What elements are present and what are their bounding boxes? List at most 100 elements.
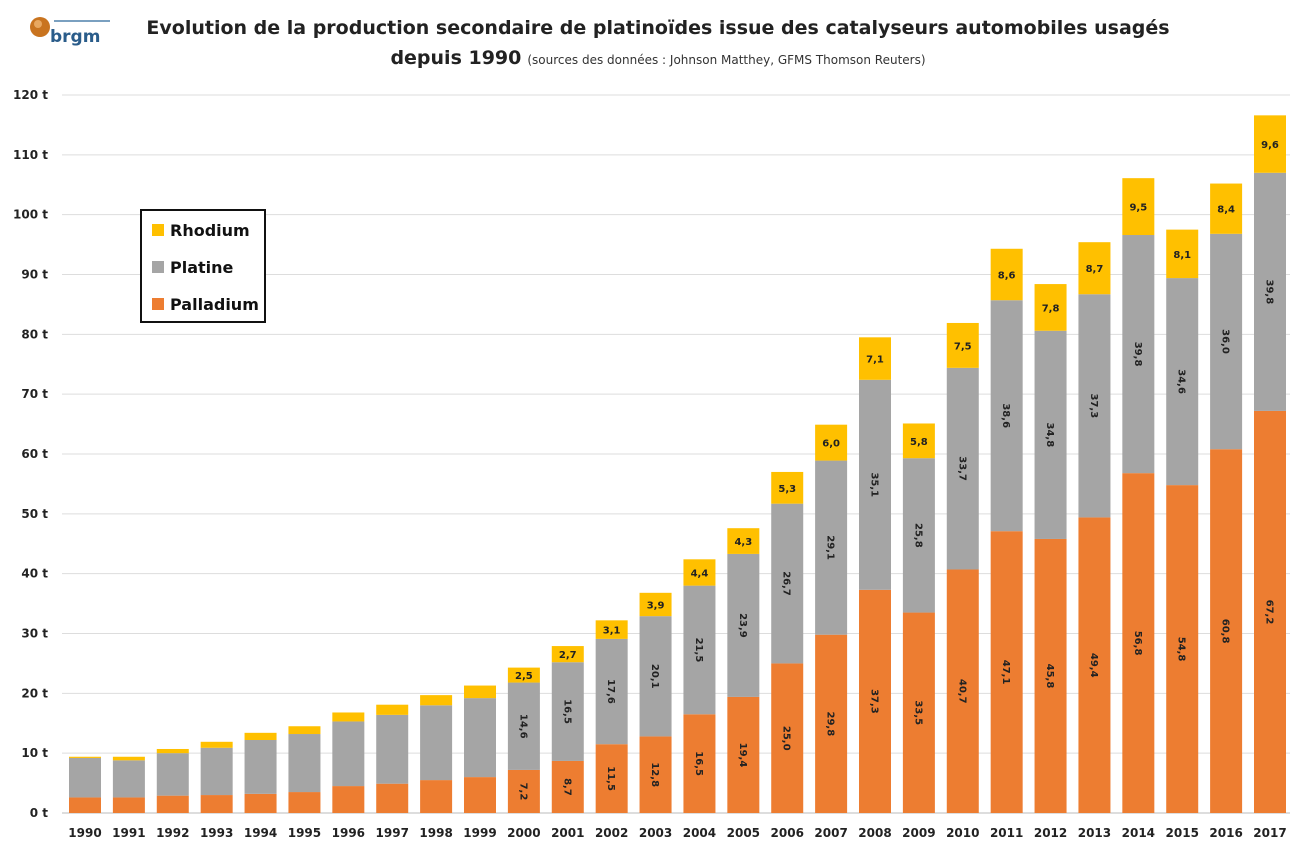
legend-label: Rhodium [170,221,250,240]
bar-palladium-2015 [1166,485,1199,813]
bar-rhodium-2010 [946,322,979,368]
bar-palladium-1996 [332,786,365,813]
data-label: 8,7 [1086,264,1104,275]
bar-platine-1994 [244,740,277,794]
bar-palladium-1998 [420,780,453,813]
bar-platine-2005 [727,553,760,697]
x-tick-label: 2012 [1034,826,1067,840]
bar-rhodium-2000 [507,667,540,683]
brgm-logo: brgm [30,17,110,47]
bar-rhodium-1999 [464,685,496,699]
bar-rhodium-2016 [1210,183,1243,234]
legend-swatch [152,224,164,236]
legend-swatch [152,261,164,273]
bar-rhodium-1996 [332,712,365,722]
bar-palladium-1995 [288,792,321,813]
data-label: 8,4 [1217,205,1235,216]
x-tick-label: 2011 [990,826,1023,840]
bar-platine-2008 [859,379,891,590]
bar-platine-1998 [420,705,453,781]
bar-rhodium-2001 [551,646,584,663]
y-tick-label: 90 t [21,268,48,282]
x-tick-label: 2002 [595,826,628,840]
data-label: 9,5 [1129,203,1147,214]
data-label: 60,8 [1220,619,1231,644]
data-label: 56,8 [1132,631,1143,656]
bar-platine-2003 [639,616,672,737]
bar-rhodium-2006 [771,471,804,504]
bar-palladium-2007 [815,634,848,813]
bar-platine-2013 [1078,294,1111,518]
bar-platine-2004 [683,585,716,715]
x-tick-label: 2013 [1078,826,1111,840]
data-label: 4,3 [734,537,752,548]
data-label: 25,0 [781,726,792,751]
bar-platine-1992 [156,753,189,796]
x-tick-label: 1994 [244,826,277,840]
data-label: 67,2 [1264,600,1275,625]
bar-palladium-1992 [156,795,189,813]
bar-palladium-1991 [112,797,145,813]
y-tick-label: 120 t [13,88,48,102]
y-tick-label: 10 t [21,746,48,760]
bar-rhodium-2007 [815,424,848,461]
bar-platine-1996 [332,721,365,787]
x-tick-label: 2015 [1166,826,1199,840]
data-label: 8,1 [1173,250,1191,261]
data-label: 16,5 [693,751,704,776]
data-label: 8,6 [998,271,1016,282]
data-label: 29,8 [825,712,836,737]
bar-palladium-2001 [551,760,584,813]
data-label: 36,0 [1220,329,1231,354]
bar-palladium-2009 [902,612,935,813]
x-tick-label: 2017 [1253,826,1286,840]
bar-rhodium-1998 [420,695,453,706]
bar-platine-2001 [551,662,584,761]
legend-label: Platine [170,258,234,277]
data-label: 20,1 [649,664,660,689]
data-label: 25,8 [912,523,923,548]
bar-palladium-1997 [376,783,409,813]
bar-platine-2017 [1254,172,1286,411]
bar-platine-2016 [1210,233,1243,450]
data-label: 34,8 [1044,423,1055,448]
bar-palladium-2011 [990,531,1023,813]
data-label: 3,1 [603,626,621,637]
bar-platine-2012 [1034,330,1067,539]
bar-rhodium-2017 [1254,115,1286,173]
bar-rhodium-2009 [902,423,935,459]
x-tick-label: 2007 [814,826,847,840]
x-tick-label: 2001 [551,826,584,840]
bar-rhodium-2008 [859,337,891,380]
bar-rhodium-2014 [1122,178,1155,236]
bar-palladium-2005 [727,696,760,813]
data-label: 38,6 [1000,403,1011,428]
data-label: 47,1 [1000,660,1011,685]
data-label: 7,2 [517,783,528,801]
bar-rhodium-1993 [200,741,233,748]
x-tick-label: 2003 [639,826,672,840]
bar-rhodium-2015 [1166,229,1199,279]
bar-rhodium-2011 [990,248,1023,301]
data-label: 14,6 [517,714,528,739]
bar-platine-1991 [112,760,145,798]
data-label: 37,3 [1088,393,1099,418]
logo-text: brgm [50,27,100,47]
x-tick-label: 2009 [902,826,935,840]
bar-palladium-1999 [464,777,496,813]
y-tick-label: 100 t [13,208,48,222]
legend-label: Palladium [170,295,259,314]
y-tick-label: 50 t [21,507,48,521]
x-tick-label: 1990 [68,826,101,840]
bar-palladium-2013 [1078,517,1111,813]
data-label: 33,5 [912,700,923,725]
x-tick-label: 2000 [507,826,540,840]
bar-platine-2014 [1122,235,1155,474]
bar-palladium-2017 [1254,410,1286,813]
x-tick-label: 2004 [683,826,716,840]
x-tick-label: 1999 [463,826,496,840]
data-label: 3,9 [647,600,665,611]
bar-palladium-2006 [771,663,804,813]
data-label: 2,5 [515,671,533,682]
bar-rhodium-2012 [1034,284,1067,331]
